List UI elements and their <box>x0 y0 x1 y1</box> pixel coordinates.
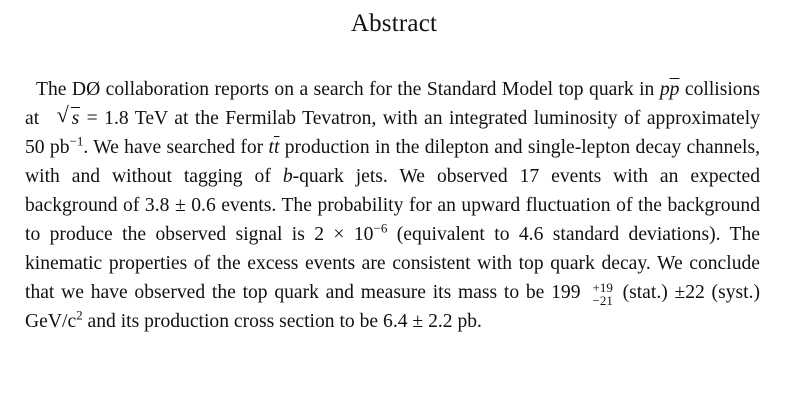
radical-sign: √ <box>56 102 69 127</box>
abstract-text-1: The DØ collaboration reports on a search… <box>36 79 660 100</box>
antiproton-symbol: p <box>669 79 680 100</box>
c-squared-exponent: 2 <box>76 307 83 323</box>
abstract-text-3: = 1.8 TeV at the Fermilab Tevatron, with… <box>25 108 760 158</box>
sqrt-s-expression: √ s <box>46 102 81 133</box>
abstract-text-6: -quark jets. We observed 17 events with … <box>25 166 760 245</box>
abstract-heading: Abstract <box>350 10 438 37</box>
b-quark-symbol: b <box>282 166 293 187</box>
mass-upper-error: +19 <box>592 279 613 295</box>
mass-lower-error: −21 <box>592 292 613 308</box>
abstract-text-9: and its production cross section to be 6… <box>82 311 482 332</box>
abstract-text-8: (stat.) ±22 (syst.) GeV/c <box>25 282 760 332</box>
proton-symbol: p <box>659 79 670 100</box>
top-quark-symbol: t <box>268 137 274 158</box>
abstract-text-7: (equivalent to 4.6 standard deviations).… <box>25 224 760 303</box>
sqrt-radicand: s <box>70 107 81 129</box>
abstract-text-5: production in the dilepton and single-le… <box>25 137 760 187</box>
abstract-paragraph: The DØ collaboration reports on a search… <box>25 75 760 336</box>
antitop-quark-symbol: t <box>273 137 280 158</box>
abstract-text-4: . We have searched for <box>83 137 269 158</box>
probability-exponent: −6 <box>373 220 388 236</box>
abstract-text-2: collisions at <box>25 79 760 129</box>
mass-uncertainty-scripts: +19 −21 <box>582 281 613 307</box>
luminosity-exponent: −1 <box>69 133 84 149</box>
